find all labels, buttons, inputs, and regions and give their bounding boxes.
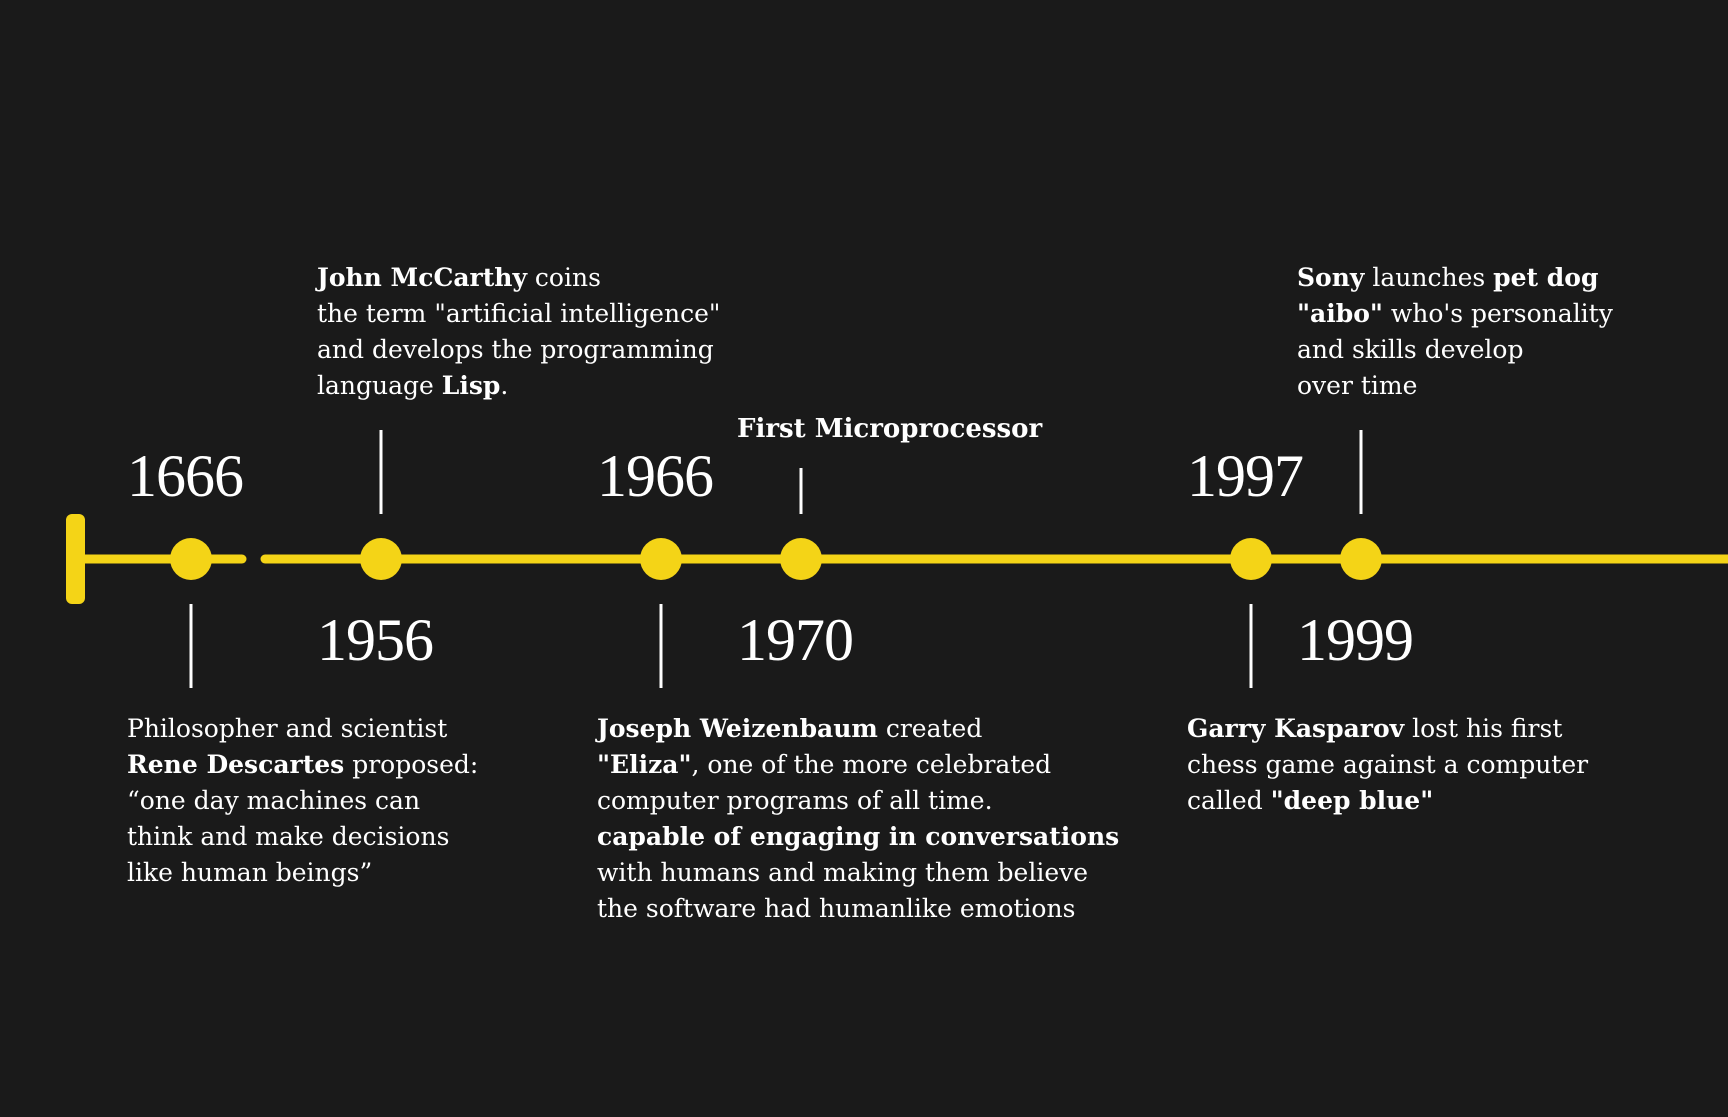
- description-line: with humans and making them believe: [597, 855, 1119, 891]
- description-line: and develops the programming: [317, 332, 720, 368]
- description-line: and skills develop: [1297, 332, 1613, 368]
- body-text: “one day machines can: [127, 786, 421, 815]
- description-line: like human beings”: [127, 855, 478, 891]
- body-text: language: [317, 371, 442, 400]
- body-text: , one of the more celebrated: [691, 750, 1052, 779]
- description-line: Joseph Weizenbaum created: [597, 711, 1119, 747]
- description-line: think and make decisions: [127, 819, 478, 855]
- timeline-node-1970: [780, 538, 822, 580]
- description-line: called "deep blue": [1187, 783, 1588, 819]
- timeline-node-1999: [1340, 538, 1382, 580]
- description-line: capable of engaging in conversations: [597, 819, 1119, 855]
- year-1666: 1666: [127, 443, 244, 509]
- body-text: created: [877, 714, 983, 743]
- body-text: the software had humanlike emotions: [597, 894, 1076, 923]
- description-line: Garry Kasparov lost his first: [1187, 711, 1588, 747]
- emphasis-text: Sony: [1297, 263, 1365, 292]
- event-label-1970: First Microprocessor: [737, 414, 1043, 444]
- body-text: with humans and making them believe: [597, 858, 1089, 887]
- event-description-1666: Philosopher and scientist Rene Descartes …: [127, 711, 478, 891]
- year-1997: 1997: [1187, 443, 1304, 509]
- emphasis-text: "deep blue": [1270, 786, 1434, 815]
- description-line: Sony launches pet dog: [1297, 260, 1613, 296]
- body-text: like human beings”: [127, 858, 373, 887]
- description-line: over time: [1297, 368, 1613, 404]
- body-text: computer programs of all time.: [597, 786, 993, 815]
- body-text: launches: [1364, 263, 1494, 292]
- description-line: "Eliza", one of the more celebrated: [597, 747, 1119, 783]
- description-line: "aibo" who's personality: [1297, 296, 1613, 332]
- event-description-1956: John McCarthy coins the term "artificial …: [317, 260, 720, 404]
- year-1956: 1956: [317, 607, 434, 673]
- emphasis-text: Rene Descartes: [127, 750, 345, 779]
- timeline-node-1997: [1230, 538, 1272, 580]
- emphasis-text: Lisp: [441, 371, 501, 400]
- body-text: lost his first: [1404, 714, 1563, 743]
- body-text: think and make decisions: [127, 822, 450, 851]
- body-text: coins: [526, 263, 601, 292]
- emphasis-text: pet dog: [1493, 263, 1599, 292]
- description-line: the software had humanlike emotions: [597, 891, 1119, 927]
- year-1999: 1999: [1297, 607, 1414, 673]
- body-text: called: [1187, 786, 1271, 815]
- emphasis-text: Joseph Weizenbaum: [597, 714, 878, 743]
- emphasis-text: Garry Kasparov: [1187, 714, 1405, 743]
- timeline-node-1966: [640, 538, 682, 580]
- timeline-node-1666: [170, 538, 212, 580]
- year-1966: 1966: [597, 443, 714, 509]
- emphasis-text: John McCarthy: [317, 263, 527, 292]
- description-line: Rene Descartes proposed:: [127, 747, 478, 783]
- emphasis-text: "aibo": [1297, 299, 1383, 328]
- body-text: proposed:: [344, 750, 479, 779]
- body-text: over time: [1297, 371, 1418, 400]
- body-text: .: [500, 371, 509, 400]
- body-text: chess game against a computer: [1187, 750, 1589, 779]
- description-line: John McCarthy coins: [317, 260, 720, 296]
- body-text: who's personality: [1382, 299, 1613, 328]
- emphasis-text: capable of engaging in conversations: [597, 822, 1120, 851]
- event-description-1999: Sony launches pet dog "aibo" who's person…: [1297, 260, 1613, 404]
- description-line: language Lisp.: [317, 368, 720, 404]
- description-line: “one day machines can: [127, 783, 478, 819]
- description-line: computer programs of all time.: [597, 783, 1119, 819]
- description-line: the term "artificial intelligence": [317, 296, 720, 332]
- timeline-node-1956: [360, 538, 402, 580]
- event-description-1966: Joseph Weizenbaum created "Eliza", one of…: [597, 711, 1119, 927]
- description-line: Philosopher and scientist: [127, 711, 478, 747]
- body-text: Philosopher and scientist: [127, 714, 448, 743]
- year-1970: 1970: [737, 607, 854, 673]
- body-text: the term "artificial intelligence": [317, 299, 721, 328]
- body-text: and skills develop: [1297, 335, 1524, 364]
- description-line: chess game against a computer: [1187, 747, 1588, 783]
- event-description-1997: Garry Kasparov lost his first chess game …: [1187, 711, 1588, 819]
- body-text: and develops the programming: [317, 335, 714, 364]
- emphasis-text: "Eliza": [597, 750, 692, 779]
